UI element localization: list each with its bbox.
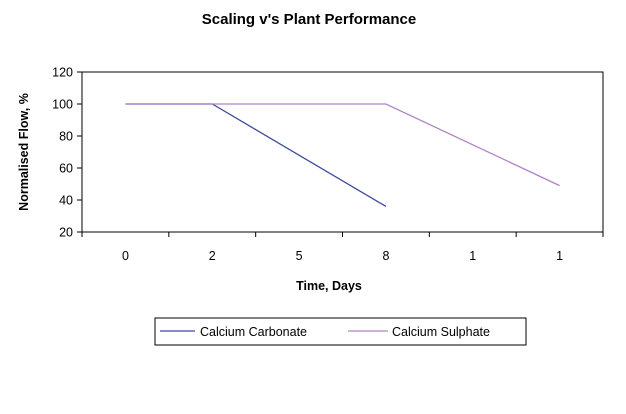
legend: Calcium Carbonate Calcium Sulphate [154,317,527,346]
x-tick-label: 2 [209,249,216,263]
y-tick-label: 40 [59,194,73,208]
legend-box [154,317,527,346]
x-axis-title: Time, Days [296,279,362,293]
y-tick-label: 120 [52,66,73,80]
legend-label-2: Calcium Sulphate [392,325,490,339]
y-axis-title: Normalised Flow, % [17,93,31,211]
x-tick-label: 8 [382,249,389,263]
x-tick-label: 1 [556,249,563,263]
series-line-1 [125,103,387,207]
legend-label-1: Calcium Carbonate [200,325,307,339]
y-tick-label: 80 [59,130,73,144]
x-tick-label: 0 [122,249,129,263]
y-tick-label: 20 [59,226,73,240]
chart-title: Scaling v's Plant Performance [202,11,416,28]
series-line-2 [125,103,560,187]
plot-frame [81,71,604,233]
x-tick-label: 1 [469,249,476,263]
y-tick-label: 100 [52,98,73,112]
y-axis: 20 40 60 80 100 120 [52,66,82,240]
plot-area [81,71,604,233]
x-tick-label: 5 [296,249,303,263]
y-tick-label: 60 [59,162,73,176]
series-lines [125,103,560,207]
